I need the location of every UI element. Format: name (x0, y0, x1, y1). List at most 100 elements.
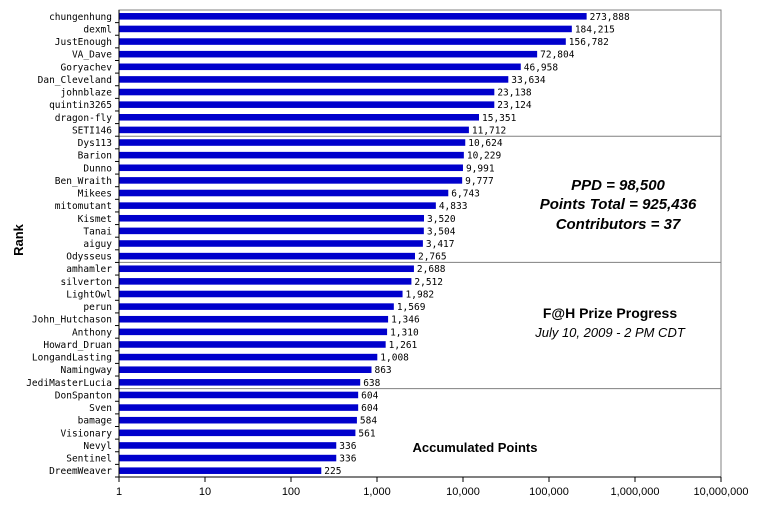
data-label: 561 (358, 428, 375, 439)
data-label: 9,991 (466, 163, 495, 174)
x-tick-label: 10 (199, 486, 211, 498)
data-label: 1,569 (397, 302, 426, 313)
data-label: 1,982 (406, 289, 435, 300)
bar (119, 404, 358, 411)
bar (119, 329, 387, 336)
data-label: 9,777 (465, 176, 494, 187)
category-label: Visionary (61, 428, 113, 439)
bar (119, 278, 411, 285)
bar (119, 467, 321, 474)
category-label: Howard_Druan (43, 340, 112, 351)
chart: chungenhungdexmlJustEnoughVA_DaveGoryach… (0, 0, 762, 513)
x-axis-title: Accumulated Points (413, 440, 538, 455)
category-label: Dys113 (78, 138, 112, 149)
bar (119, 114, 479, 121)
category-label: Namingway (61, 365, 113, 376)
data-label: 2,688 (417, 264, 446, 275)
category-label: JustEnough (55, 37, 112, 48)
prize-title: F@H Prize Progress (543, 305, 677, 321)
data-label: 1,346 (391, 315, 420, 326)
x-tick-label: 1 (116, 486, 122, 498)
category-label: dexml (83, 24, 112, 35)
data-label: 604 (361, 390, 378, 401)
category-label: johnblaze (61, 88, 113, 99)
y-axis-title: Rank (11, 223, 26, 256)
bar (119, 430, 355, 437)
bar (119, 127, 469, 134)
contributors-annotation: Contributors = 37 (556, 216, 681, 233)
data-label: 15,351 (482, 113, 517, 124)
category-label: silverton (61, 277, 112, 288)
category-label: DonSpanton (55, 390, 112, 401)
category-label: LightOwl (66, 289, 112, 300)
bar (119, 13, 587, 20)
data-label: 184,215 (575, 24, 615, 35)
category-label: bamage (78, 416, 113, 427)
category-label: LongandLasting (32, 353, 112, 364)
category-label: JediMasterLucia (26, 378, 112, 389)
bar (119, 202, 436, 209)
data-label: 10,229 (467, 151, 502, 162)
data-label: 336 (339, 441, 356, 452)
data-label: 6,743 (451, 189, 480, 200)
bar (119, 215, 424, 222)
data-label: 2,765 (418, 252, 447, 263)
bar (119, 316, 388, 323)
data-label: 336 (339, 454, 356, 465)
bar (119, 228, 424, 235)
x-tick-label: 100,000 (529, 486, 569, 498)
bar (119, 341, 386, 348)
bar (119, 101, 494, 108)
category-label: Ben_Wraith (55, 176, 112, 187)
data-label: 604 (361, 403, 378, 414)
category-label: Goryachev (61, 62, 113, 73)
bar (119, 51, 537, 58)
data-label: 33,634 (511, 75, 546, 86)
data-label: 2,512 (414, 277, 443, 288)
x-tick-label: 1,000,000 (611, 486, 660, 498)
bar (119, 164, 463, 171)
data-label: 72,804 (540, 50, 575, 61)
data-label: 46,958 (524, 62, 559, 73)
category-label: Tanai (83, 226, 112, 237)
bar (119, 139, 465, 146)
category-label: Nevyl (83, 441, 112, 452)
bar (119, 76, 508, 83)
data-label: 11,712 (472, 125, 506, 136)
category-label: Barion (78, 151, 112, 162)
bar (119, 366, 371, 373)
category-label: Odysseus (66, 252, 112, 263)
category-label: SETI146 (72, 125, 112, 136)
bar (119, 152, 464, 159)
points-total-annotation: Points Total = 925,436 (540, 196, 697, 213)
category-label: perun (83, 302, 112, 313)
category-label: Kismet (78, 214, 112, 225)
data-label: 1,310 (390, 327, 419, 338)
prize-date: July 10, 2009 - 2 PM CDT (534, 325, 686, 340)
bar (119, 417, 357, 424)
data-label: 863 (374, 365, 391, 376)
category-label: aiguy (83, 239, 112, 250)
data-label: 10,624 (468, 138, 503, 149)
bar (119, 379, 360, 386)
x-tick-label: 100 (282, 486, 300, 498)
bar (119, 392, 358, 399)
category-label: quintin3265 (49, 100, 112, 111)
bar (119, 442, 336, 449)
data-label: 3,504 (427, 226, 456, 237)
bar (119, 354, 377, 361)
bar (119, 190, 448, 197)
category-label: Sven (89, 403, 112, 414)
x-tick-label: 10,000,000 (693, 486, 748, 498)
bar (119, 240, 423, 247)
data-label: 273,888 (590, 12, 630, 23)
x-tick-label: 10,000 (446, 486, 480, 498)
category-label: John_Hutchason (32, 315, 112, 326)
category-label: DreemWeaver (49, 466, 112, 477)
category-label: dragon-fly (55, 113, 112, 124)
data-label: 23,138 (497, 88, 532, 99)
category-label: mitomutant (55, 201, 112, 212)
category-label: Dunno (83, 163, 112, 174)
category-label: Dan_Cleveland (38, 75, 112, 86)
